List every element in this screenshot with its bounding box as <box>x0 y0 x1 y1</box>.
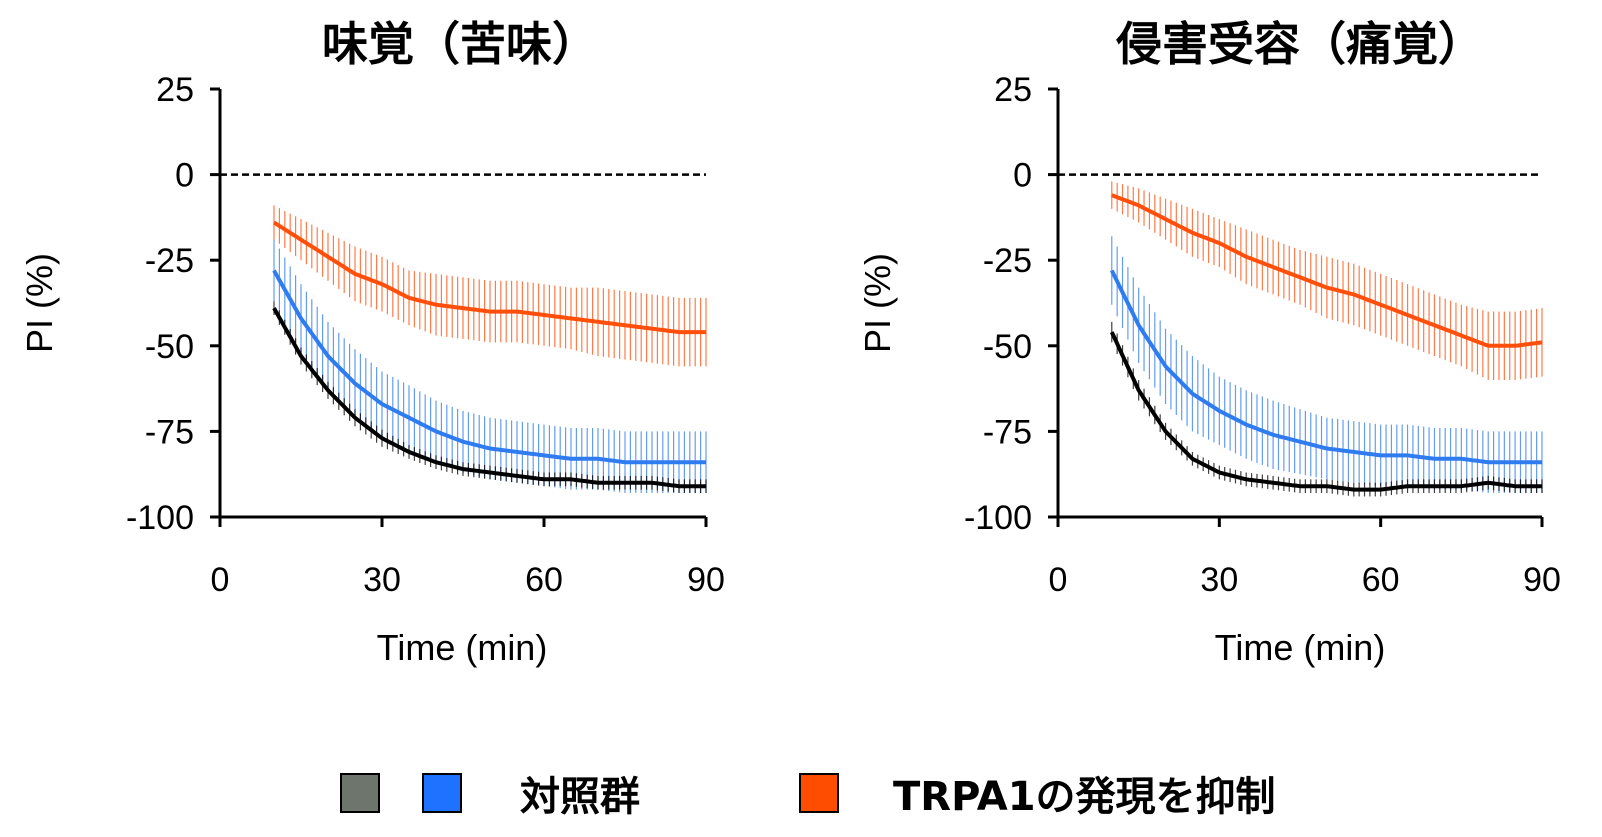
y-tick-label: -25 <box>983 242 1032 280</box>
x-axis-label: Time (min) <box>377 627 548 668</box>
x-tick-label: 60 <box>525 561 563 599</box>
y-tick-label: -25 <box>145 242 194 280</box>
panel-title: 侵害受容（痛覚） <box>1115 17 1484 71</box>
y-tick-label: 25 <box>156 71 194 109</box>
y-tick-label: -50 <box>983 328 1032 366</box>
panel-title: 味覚（苦味） <box>322 17 598 71</box>
panel-taste: 味覚（苦味） 25 0 -25 -50 -75 -100 0 30 60 90 Time (min… <box>19 17 725 668</box>
x-tick-label: 90 <box>687 561 725 599</box>
legend-label-trpa1: TRPA1の発現を抑制 <box>893 774 1276 820</box>
y-tick-label: -75 <box>983 413 1032 451</box>
plot-area: 25 0 -25 -50 -75 -100 0 30 60 90 <box>964 71 1561 599</box>
y-tick-label: 0 <box>1013 157 1032 195</box>
series-line-control_blue <box>1110 269 1542 465</box>
legend-swatch-control-gray <box>340 773 380 813</box>
x-tick-label: 0 <box>1049 561 1068 599</box>
y-tick-label: -75 <box>145 413 194 451</box>
series-line-trpa1 <box>1111 193 1543 348</box>
legend-swatch-trpa1 <box>799 773 839 813</box>
series-line-trpa1 <box>272 220 706 335</box>
x-tick-label: 60 <box>1362 561 1400 599</box>
y-tick-label: 25 <box>994 71 1032 109</box>
y-axis-label: PI (%) <box>857 253 898 353</box>
y-tick-label: -100 <box>964 499 1032 537</box>
plot-area: 25 0 -25 -50 -75 -100 0 30 60 90 <box>126 71 725 599</box>
panel-nociception: 侵害受容（痛覚） 25 0 -25 -50 -75 -100 0 30 60 90 Time (m… <box>857 17 1561 668</box>
x-tick-label: 90 <box>1523 561 1561 599</box>
series-line-control_black <box>1109 331 1542 492</box>
legend-label-control: 対照群 <box>520 774 640 820</box>
x-axis-label: Time (min) <box>1215 627 1386 668</box>
series-line-control_black <box>272 307 706 489</box>
series-line-control_blue <box>272 269 706 465</box>
x-tick-label: 0 <box>211 561 230 599</box>
y-tick-label: -100 <box>126 499 194 537</box>
legend: 対照群 TRPA1の発現を抑制 <box>340 773 1276 820</box>
y-axis-label: PI (%) <box>19 253 60 353</box>
x-tick-label: 30 <box>1200 561 1238 599</box>
y-tick-label: -50 <box>145 328 194 366</box>
x-tick-label: 30 <box>363 561 401 599</box>
legend-swatch-control-blue <box>422 773 462 813</box>
y-tick-label: 0 <box>175 157 194 195</box>
